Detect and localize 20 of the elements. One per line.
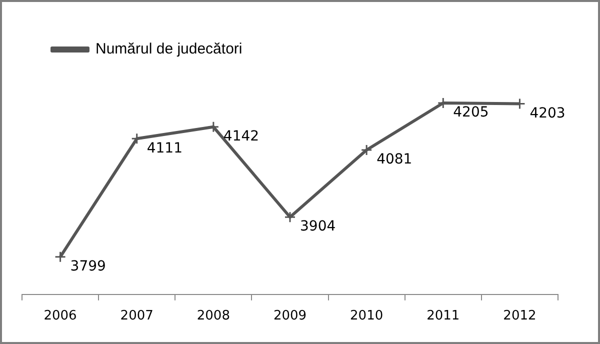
x-tick-label: 2011 <box>426 308 460 324</box>
data-label: 4142 <box>223 128 260 145</box>
x-tick-label: 2009 <box>273 308 307 324</box>
data-label: 4081 <box>376 152 412 168</box>
legend-label: Numărul de judecători <box>96 40 242 58</box>
point <box>54 251 66 263</box>
data-label: 3799 <box>70 258 106 275</box>
x-tick-label: 2010 <box>350 308 384 324</box>
data-label: 4111 <box>146 140 182 156</box>
point <box>208 121 220 133</box>
data-label: 4205 <box>453 104 489 121</box>
x-tick-label: 2012 <box>503 308 536 324</box>
point <box>131 132 143 144</box>
point <box>360 144 372 156</box>
x-tick-label: 2007 <box>120 308 154 324</box>
x-tick-label: 2008 <box>196 308 230 324</box>
x-tick-label: 2006 <box>44 308 77 324</box>
point <box>284 211 296 223</box>
data-label: 4203 <box>530 105 566 122</box>
data-label: 3904 <box>300 218 336 235</box>
